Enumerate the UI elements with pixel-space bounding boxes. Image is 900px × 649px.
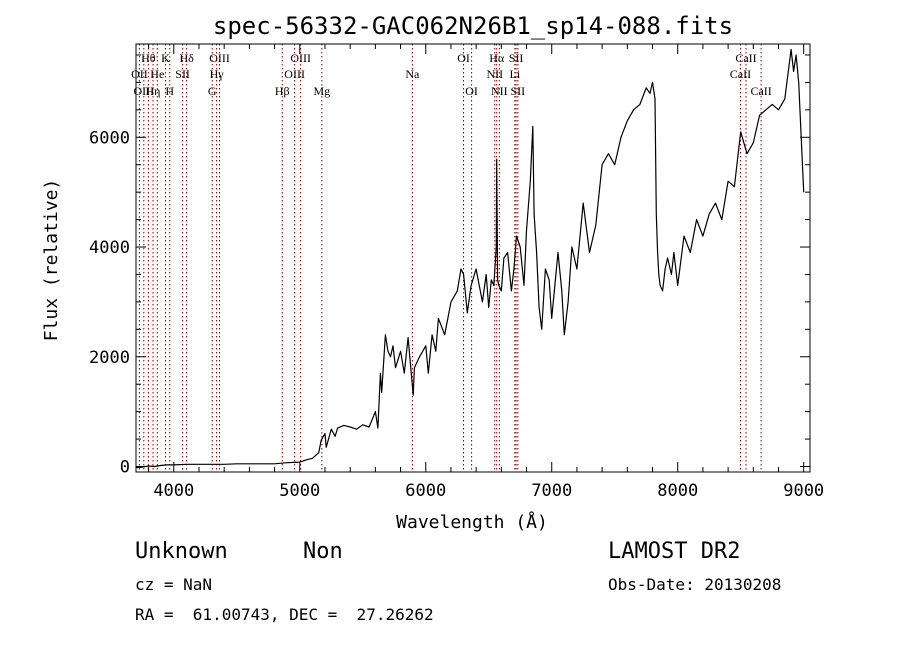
line-marker-label-16: Na bbox=[405, 67, 420, 81]
x-tick-label: 4000 bbox=[153, 481, 194, 501]
line-marker-label-5: Hη bbox=[146, 84, 161, 98]
object-subclass: Non bbox=[303, 539, 343, 564]
line-marker-label-17: OI bbox=[457, 51, 470, 65]
line-marker-label-3: K bbox=[161, 51, 170, 65]
x-tick-label: 7000 bbox=[531, 481, 572, 501]
line-marker-label-27: CaII bbox=[750, 84, 771, 98]
line-marker-label-11: G bbox=[208, 84, 217, 98]
y-tick-label: 6000 bbox=[89, 128, 130, 148]
line-marker-label-12: Hβ bbox=[275, 84, 290, 98]
line-marker-label-7: SII bbox=[175, 67, 190, 81]
line-marker-label-2: OIII bbox=[133, 84, 154, 98]
line-marker-label-19: Hα bbox=[489, 51, 505, 65]
line-marker-label-6: H bbox=[165, 84, 174, 98]
line-marker-label-9: OIII bbox=[209, 51, 230, 65]
line-marker-label-22: SII bbox=[509, 51, 524, 65]
x-tick-label: 9000 bbox=[783, 481, 824, 501]
line-marker-label-24: SII bbox=[511, 84, 526, 98]
x-tick-label: 5000 bbox=[279, 481, 320, 501]
object-class: Unknown bbox=[135, 539, 228, 564]
y-tick-label: 2000 bbox=[89, 348, 130, 368]
line-marker-label-0: Hθ bbox=[141, 51, 156, 65]
ra-dec: RA = 61.00743, DEC = 27.26262 bbox=[135, 605, 434, 624]
y-tick-label: 0 bbox=[120, 458, 130, 478]
line-marker-label-20: NII bbox=[486, 67, 503, 81]
plot-axes: 4000 5000 6000 7000 8000 9000 0 2000 4000 6000 bbox=[89, 43, 824, 501]
line-marker-label-23: Li bbox=[509, 67, 520, 81]
line-marker-label-13: OIII bbox=[290, 51, 311, 65]
redshift-cz: cz = NaN bbox=[135, 575, 213, 594]
line-marker-label-25: CaII bbox=[735, 51, 756, 65]
line-marker-label-14: OIII bbox=[284, 67, 305, 81]
survey-name: LAMOST DR2 bbox=[608, 539, 741, 564]
line-marker-label-8: Hδ bbox=[179, 51, 194, 65]
x-tick-label: 8000 bbox=[657, 481, 698, 501]
line-marker-label-1: OII bbox=[131, 67, 148, 81]
line-marker-label-18: OI bbox=[465, 84, 478, 98]
obs-date: Obs-Date: 20130208 bbox=[608, 575, 782, 594]
line-marker-label-26: CaII bbox=[730, 67, 751, 81]
x-axis-label: Wavelength (Å) bbox=[396, 511, 548, 533]
chart-title: spec-56332-GAC062N26B1_sp14-088.fits bbox=[213, 12, 733, 40]
y-tick-label: 4000 bbox=[89, 238, 130, 258]
line-marker-label-15: Mg bbox=[313, 84, 330, 98]
line-marker-label-10: Hγ bbox=[210, 67, 225, 81]
spectrum-line-0 bbox=[135, 48, 805, 469]
line-marker-label-4: He bbox=[150, 67, 164, 81]
line-marker-label-21: NII bbox=[491, 84, 508, 98]
plot-frame bbox=[135, 43, 811, 473]
spectrum-series bbox=[135, 48, 805, 469]
spectrum-chart: spec-56332-GAC062N26B1_sp14-088.fits Hθ O… bbox=[41, 12, 824, 533]
y-axis-label: Flux (relative) bbox=[41, 179, 62, 342]
x-tick-label: 6000 bbox=[405, 481, 446, 501]
